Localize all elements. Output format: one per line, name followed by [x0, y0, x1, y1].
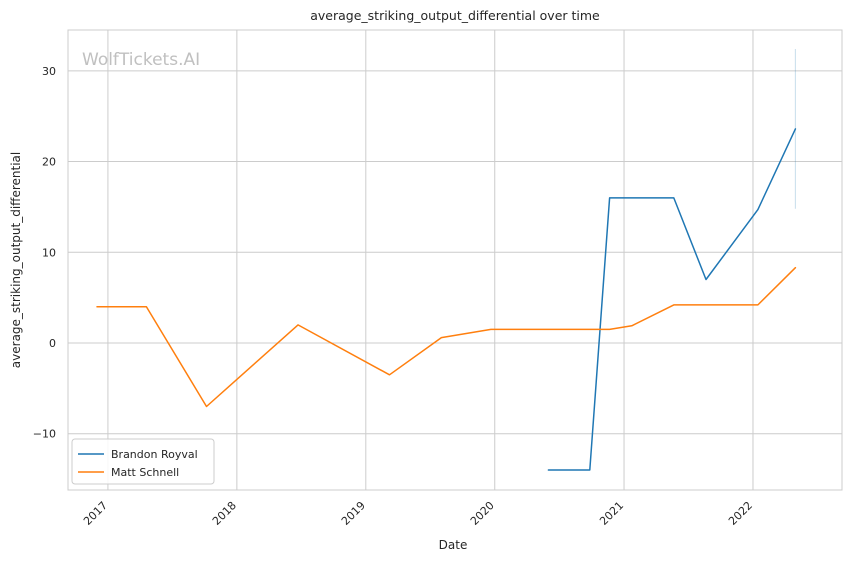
x-tick-label: 2020 — [468, 499, 497, 528]
plot-frame — [67, 29, 843, 491]
x-axis-ticks: 2017 2018 2019 2020 2021 2022 — [81, 499, 755, 528]
x-tick-label: 2018 — [210, 499, 239, 528]
legend-items: Brandon Royval Matt Schnell — [78, 448, 198, 479]
grid-lines — [68, 30, 842, 490]
x-tick-label: 2021 — [597, 499, 626, 528]
x-tick-label: 2017 — [81, 499, 110, 528]
legend: Brandon Royval Matt Schnell — [71, 438, 215, 485]
y-tick-label: 10 — [42, 246, 56, 259]
legend-label: Matt Schnell — [111, 466, 179, 479]
x-axis-label: Date — [439, 538, 468, 552]
series-layer — [96, 49, 797, 471]
y-tick-label: 0 — [49, 337, 56, 350]
legend-label: Brandon Royval — [111, 448, 198, 461]
series-1-line — [96, 266, 797, 408]
y-tick-label: 20 — [42, 156, 56, 169]
plot-area — [68, 30, 842, 490]
y-tick-label: −10 — [33, 428, 56, 441]
y-axis-ticks: −10 0 10 20 30 — [33, 65, 56, 441]
x-tick-label: 2019 — [339, 499, 368, 528]
series-0-line — [547, 128, 797, 471]
watermark: WolfTickets.AI — [82, 50, 200, 70]
y-tick-label: 30 — [42, 65, 56, 78]
legend-box — [71, 438, 215, 485]
y-axis-label: average_striking_output_differential — [9, 152, 23, 368]
chart-title: average_striking_output_differential ove… — [310, 8, 600, 23]
x-tick-label: 2022 — [726, 499, 755, 528]
